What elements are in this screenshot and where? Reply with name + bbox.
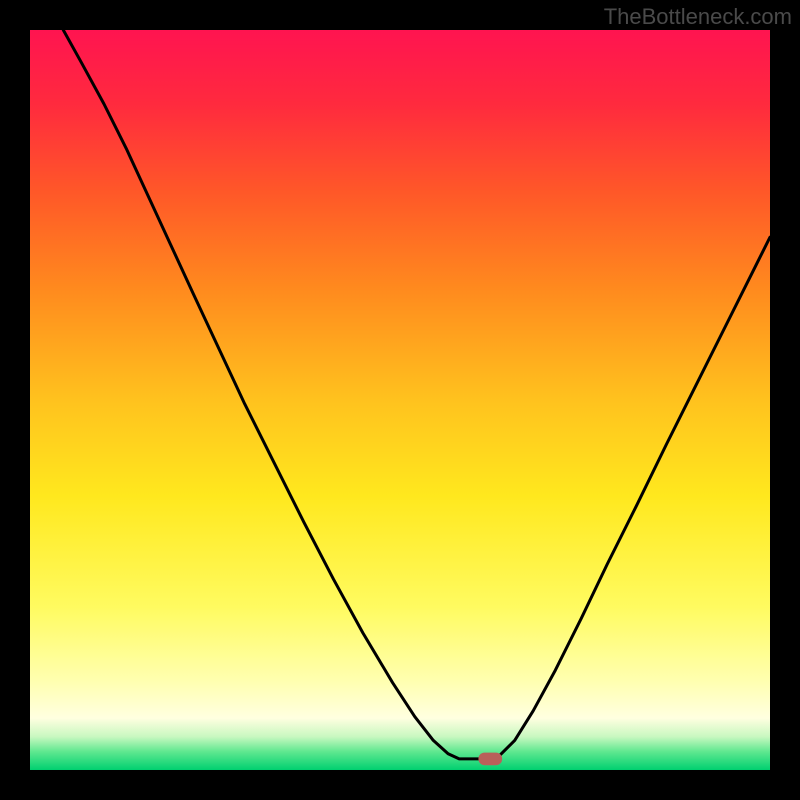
min-marker (478, 753, 502, 766)
chart-frame: TheBottleneck.com (0, 0, 800, 800)
plot-area (30, 30, 770, 770)
chart-background (30, 30, 770, 770)
gradient-chart (30, 30, 770, 770)
attribution-text: TheBottleneck.com (604, 4, 792, 30)
